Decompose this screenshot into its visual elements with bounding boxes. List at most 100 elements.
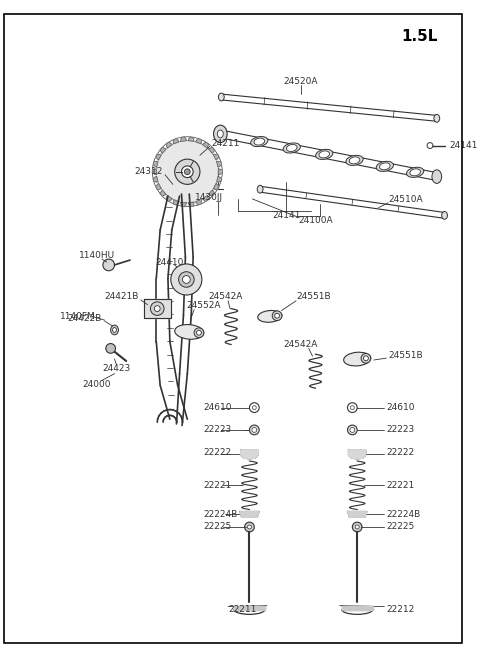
Polygon shape (348, 450, 366, 459)
Polygon shape (153, 176, 158, 182)
Text: 24520A: 24520A (284, 77, 318, 86)
Polygon shape (213, 154, 219, 160)
Text: 22225: 22225 (204, 522, 232, 532)
Polygon shape (156, 141, 218, 203)
Polygon shape (218, 169, 222, 175)
Ellipse shape (346, 155, 363, 166)
Polygon shape (203, 196, 208, 202)
Polygon shape (173, 139, 179, 144)
Circle shape (427, 143, 433, 148)
Ellipse shape (407, 168, 424, 177)
Ellipse shape (214, 125, 227, 143)
Polygon shape (195, 200, 201, 205)
Polygon shape (213, 183, 219, 189)
Circle shape (348, 425, 357, 435)
Circle shape (363, 356, 368, 361)
Text: 24100A: 24100A (298, 215, 333, 225)
Text: 22223: 22223 (386, 426, 415, 434)
Text: 24141: 24141 (272, 211, 300, 220)
Ellipse shape (410, 169, 420, 176)
Text: 22221: 22221 (386, 481, 415, 489)
Circle shape (352, 522, 362, 532)
Circle shape (245, 522, 254, 532)
Ellipse shape (434, 114, 440, 122)
Text: 22221: 22221 (204, 481, 232, 489)
Circle shape (184, 169, 190, 175)
Circle shape (248, 525, 252, 529)
Text: 24141: 24141 (449, 141, 478, 150)
Text: 1140FM: 1140FM (60, 312, 96, 321)
Text: 1.5L: 1.5L (401, 30, 437, 44)
Text: 22225: 22225 (386, 522, 415, 532)
Polygon shape (166, 142, 172, 148)
Text: 24312: 24312 (135, 168, 163, 176)
Ellipse shape (111, 325, 119, 335)
Ellipse shape (257, 185, 263, 193)
Polygon shape (208, 147, 215, 154)
Circle shape (348, 403, 357, 413)
Circle shape (252, 428, 257, 432)
Polygon shape (153, 169, 156, 175)
Text: 1430JJ: 1430JJ (194, 193, 223, 202)
Circle shape (272, 311, 282, 321)
Circle shape (103, 259, 115, 271)
Ellipse shape (442, 212, 447, 219)
Circle shape (355, 525, 359, 529)
Text: 22222: 22222 (204, 448, 232, 457)
Text: 22224B: 22224B (386, 510, 420, 519)
Text: 24423: 24423 (102, 364, 131, 373)
Circle shape (150, 302, 164, 315)
Circle shape (181, 166, 193, 177)
Circle shape (350, 428, 355, 432)
Text: 22223: 22223 (204, 426, 232, 434)
Ellipse shape (283, 143, 300, 153)
Text: 24421B: 24421B (105, 292, 139, 302)
Ellipse shape (316, 149, 333, 160)
Polygon shape (348, 511, 367, 517)
Polygon shape (241, 450, 258, 459)
Circle shape (361, 353, 371, 363)
Ellipse shape (218, 93, 224, 101)
Polygon shape (180, 137, 187, 141)
Text: 24211: 24211 (212, 139, 240, 148)
Text: 1140HU: 1140HU (79, 251, 115, 260)
Polygon shape (208, 190, 215, 196)
Ellipse shape (113, 328, 117, 332)
Ellipse shape (175, 325, 204, 339)
Text: 24510A: 24510A (388, 195, 423, 204)
Ellipse shape (258, 311, 282, 323)
Polygon shape (160, 147, 166, 154)
Text: 24410: 24410 (156, 258, 184, 267)
Text: 22224B: 22224B (204, 510, 238, 519)
Polygon shape (173, 200, 179, 205)
Circle shape (252, 405, 256, 409)
Text: 22222: 22222 (386, 448, 414, 457)
Ellipse shape (287, 145, 297, 152)
Text: 24422B: 24422B (68, 314, 102, 323)
Text: 24551B: 24551B (388, 351, 423, 359)
Circle shape (182, 275, 190, 283)
Text: 24551B: 24551B (296, 292, 331, 302)
Ellipse shape (319, 151, 329, 158)
Circle shape (171, 264, 202, 295)
Text: 24542A: 24542A (284, 340, 318, 349)
Ellipse shape (344, 352, 371, 366)
Polygon shape (188, 202, 194, 206)
Ellipse shape (217, 130, 223, 138)
Polygon shape (144, 299, 171, 318)
Circle shape (350, 405, 354, 409)
Polygon shape (160, 190, 166, 196)
Polygon shape (180, 202, 187, 206)
Circle shape (196, 330, 202, 335)
Ellipse shape (254, 138, 264, 145)
Polygon shape (156, 183, 161, 189)
Circle shape (155, 306, 160, 311)
Polygon shape (156, 154, 161, 160)
Text: 24610: 24610 (204, 403, 232, 412)
Polygon shape (234, 606, 265, 610)
Circle shape (250, 403, 259, 413)
Ellipse shape (349, 157, 360, 164)
Polygon shape (166, 196, 172, 202)
Circle shape (106, 344, 116, 353)
Polygon shape (153, 162, 158, 168)
